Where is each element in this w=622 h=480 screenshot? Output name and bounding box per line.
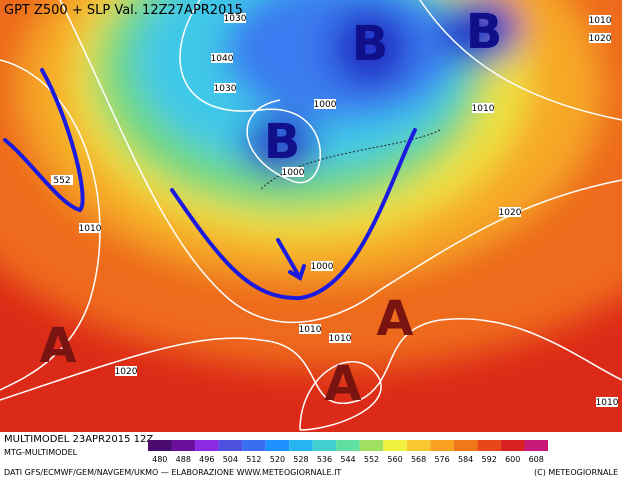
isobar-label: 1030 [224, 14, 247, 24]
isobar-label: 1040 [211, 54, 234, 64]
colorbar-label: 592 [482, 455, 497, 464]
pressure-center: B [352, 16, 389, 72]
isobar-label-bg [282, 167, 304, 177]
map-title: GPT Z500 + SLP Val. 12Z27APR2015 [4, 3, 243, 18]
colorbar-swatch [195, 440, 219, 451]
isobar-label-bg [79, 223, 101, 233]
isobar-label: 552 [53, 176, 70, 186]
isobar-label-bg [596, 397, 618, 407]
isobar-label: 1020 [115, 367, 138, 377]
isobar-label: 1010 [472, 104, 495, 114]
colorbar-swatch [500, 440, 525, 451]
field: B BBA AA1030104010301000100055210101000101… [0, 0, 622, 432]
isobar-label-bg [589, 15, 611, 25]
colorbar-label: 488 [176, 455, 191, 464]
colorbar-label: 568 [411, 455, 426, 464]
isobar-label: 1000 [311, 262, 334, 272]
colorbar-label: 576 [434, 455, 449, 464]
colorbar-label: 512 [246, 455, 261, 464]
colorbar-label: 584 [458, 455, 473, 464]
colorbar-swatch [524, 440, 548, 451]
pressure-center: B [264, 114, 301, 170]
colorbar-swatch [312, 440, 337, 451]
colorbar-swatch [430, 440, 454, 451]
pressure-center: A [376, 291, 413, 347]
isobar-label: 1010 [329, 334, 352, 344]
colorbar-label: 528 [293, 455, 308, 464]
isobar-label-bg [224, 13, 246, 23]
isobar-label: 1000 [314, 100, 337, 110]
pressure-center: A [324, 356, 361, 412]
colorbar-swatch [336, 440, 360, 451]
isobar-label-bg [299, 324, 321, 334]
colorbar-label: 520 [270, 455, 285, 464]
pressure-center: B [466, 4, 503, 60]
isobar-label-bg [214, 83, 236, 93]
isobar-label-bg [329, 333, 351, 343]
copyright: (C) METEOGIORNALE [534, 468, 618, 477]
isobar-label: 1030 [214, 84, 237, 94]
colorbar-swatch [477, 440, 501, 451]
run-label: MULTIMODEL 23APR2015 12Z [4, 434, 153, 445]
isobar-label: 1020 [499, 208, 522, 218]
isobar-label: 1000 [282, 168, 305, 178]
colorbar-swatch [406, 440, 431, 451]
isobar-label-bg [211, 53, 233, 63]
isobar-label-bg [311, 261, 333, 271]
isobar-label-bg [51, 175, 73, 185]
credits: DATI GFS/ECMWF/GEM/NAVGEM/UKMO — ELABORA… [4, 468, 341, 477]
colorbar-swatch [289, 440, 313, 451]
colorbar-label: 560 [387, 455, 402, 464]
colorbar-swatch [242, 440, 266, 451]
colorbar-label: 496 [199, 455, 214, 464]
isobar-label-bg [499, 207, 521, 217]
colorbar-swatch [453, 440, 478, 451]
colorbar-swatch [359, 440, 384, 451]
isobar-label: 1010 [589, 16, 612, 26]
source-label: MTG-MULTIMODEL [4, 448, 78, 457]
colorbar-label: 504 [223, 455, 238, 464]
colorbar-swatch [218, 440, 243, 451]
colorbar-swatch [265, 440, 290, 451]
colorbar-label: 600 [505, 455, 520, 464]
colorbar-swatch [148, 440, 172, 451]
pressure-center: A [39, 318, 76, 374]
isobar-label: 1010 [79, 224, 102, 234]
isobar-label: 1010 [596, 398, 619, 408]
isobar-label: 1010 [299, 325, 322, 335]
isobar-label-bg [314, 99, 336, 109]
isobar-label-bg [472, 103, 494, 113]
colorbar-swatch [171, 440, 196, 451]
colorbar-label: 608 [529, 455, 544, 464]
colorbar-swatch [383, 440, 407, 451]
colorbar-label: 544 [340, 455, 355, 464]
colorbar-label: 480 [152, 455, 167, 464]
colorbar-label: 552 [364, 455, 379, 464]
isobar-label-bg [589, 33, 611, 43]
colorbar-label: 536 [317, 455, 332, 464]
isobar-label-bg [115, 366, 137, 376]
isobar-label: 1020 [589, 34, 612, 44]
trough-arrows [3, 68, 417, 301]
